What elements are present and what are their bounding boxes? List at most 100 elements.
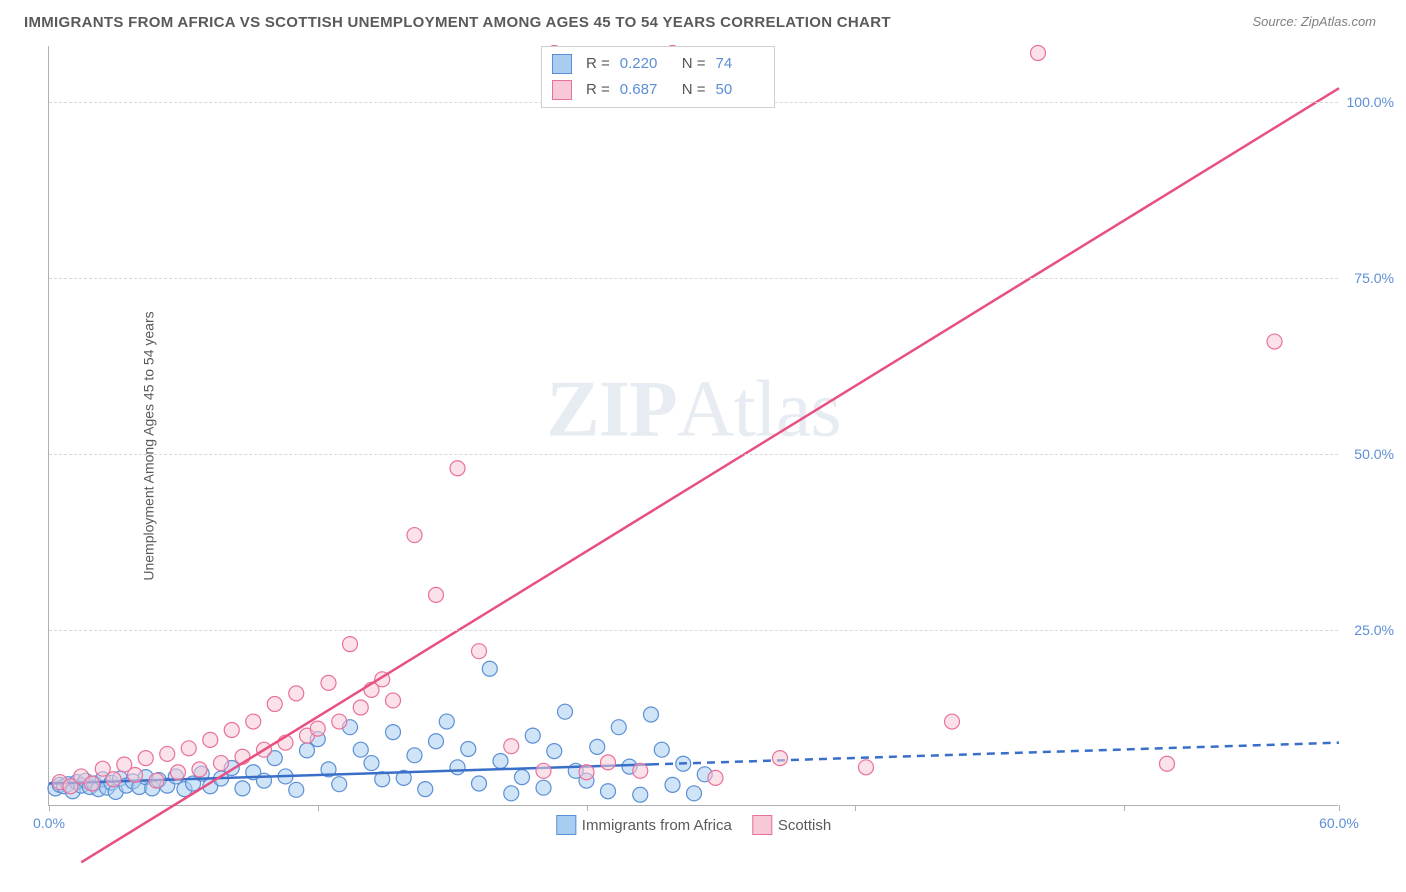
data-point xyxy=(633,763,648,778)
data-point xyxy=(590,739,605,754)
data-point xyxy=(224,723,239,738)
legend-stats: R = 0.220 N = 74 R = 0.687 N = 50 xyxy=(541,46,775,108)
n-label: N = xyxy=(682,51,706,77)
x-tick-label: 60.0% xyxy=(1319,815,1359,831)
data-point xyxy=(203,732,218,747)
legend-stat-row: R = 0.687 N = 50 xyxy=(552,77,764,103)
data-point xyxy=(482,661,497,676)
data-point xyxy=(386,725,401,740)
data-point xyxy=(515,770,530,785)
data-point xyxy=(321,675,336,690)
data-point xyxy=(332,777,347,792)
header-row: IMMIGRANTS FROM AFRICA VS SCOTTISH UNEMP… xyxy=(10,10,1396,31)
data-point xyxy=(439,714,454,729)
x-tick xyxy=(587,805,588,811)
data-point xyxy=(601,784,616,799)
data-point xyxy=(504,739,519,754)
data-point xyxy=(106,772,121,787)
grid-line xyxy=(49,630,1338,631)
trend-line-dashed xyxy=(651,743,1339,765)
data-point xyxy=(235,781,250,796)
data-point xyxy=(945,714,960,729)
data-point xyxy=(611,720,626,735)
data-point xyxy=(343,637,358,652)
legend-stat-row: R = 0.220 N = 74 xyxy=(552,51,764,77)
n-value: 50 xyxy=(716,77,764,103)
data-point xyxy=(429,587,444,602)
data-point xyxy=(289,782,304,797)
data-point xyxy=(547,744,562,759)
plot-wrap: ZIPAtlas R =0.220N =74R =0.687N =50 Immi… xyxy=(48,46,1378,836)
data-point xyxy=(171,765,186,780)
data-point xyxy=(332,714,347,729)
data-point xyxy=(214,756,229,771)
data-point xyxy=(472,644,487,659)
grid-line xyxy=(49,454,1338,455)
data-point xyxy=(353,742,368,757)
r-value: 0.220 xyxy=(620,51,668,77)
data-point xyxy=(128,768,143,783)
data-point xyxy=(353,700,368,715)
x-tick xyxy=(318,805,319,811)
data-point xyxy=(300,743,315,758)
y-tick-label: 50.0% xyxy=(1344,446,1394,462)
y-tick-label: 100.0% xyxy=(1344,94,1394,110)
legend-bottom: Immigrants from Africa Scottish xyxy=(556,815,831,835)
r-label: R = xyxy=(586,77,610,103)
x-tick xyxy=(1124,805,1125,811)
x-tick xyxy=(855,805,856,811)
data-point xyxy=(525,728,540,743)
x-tick xyxy=(1339,805,1340,811)
data-point xyxy=(687,786,702,801)
legend-item: Scottish xyxy=(752,815,831,835)
data-point xyxy=(1160,756,1175,771)
legend-swatch xyxy=(752,815,772,835)
grid-line xyxy=(49,278,1338,279)
data-point xyxy=(418,782,433,797)
data-point xyxy=(579,765,594,780)
y-tick-label: 75.0% xyxy=(1344,270,1394,286)
chart-container: IMMIGRANTS FROM AFRICA VS SCOTTISH UNEMP… xyxy=(0,0,1406,892)
data-point xyxy=(708,770,723,785)
data-point xyxy=(859,760,874,775)
chart-svg xyxy=(49,46,1338,805)
legend-swatch xyxy=(552,54,572,74)
data-point xyxy=(1267,334,1282,349)
x-tick xyxy=(49,805,50,811)
legend-swatch xyxy=(556,815,576,835)
data-point xyxy=(85,776,100,791)
data-point xyxy=(461,742,476,757)
r-value: 0.687 xyxy=(620,77,668,103)
data-point xyxy=(644,707,659,722)
legend-label: Immigrants from Africa xyxy=(582,817,732,834)
data-point xyxy=(536,780,551,795)
data-point xyxy=(181,741,196,756)
data-point xyxy=(407,748,422,763)
data-point xyxy=(504,786,519,801)
n-label: N = xyxy=(682,77,706,103)
data-point xyxy=(665,777,680,792)
data-point xyxy=(429,734,444,749)
data-point xyxy=(192,762,207,777)
legend-swatch xyxy=(552,80,572,100)
data-point xyxy=(773,751,788,766)
data-point xyxy=(386,693,401,708)
n-value: 74 xyxy=(716,51,764,77)
legend-label: Scottish xyxy=(778,817,831,834)
chart-title: IMMIGRANTS FROM AFRICA VS SCOTTISH UNEMP… xyxy=(24,14,891,31)
data-point xyxy=(310,721,325,736)
source-label: Source: ZipAtlas.com xyxy=(1252,14,1376,29)
y-tick-label: 25.0% xyxy=(1344,622,1394,638)
data-point xyxy=(450,461,465,476)
r-label: R = xyxy=(586,51,610,77)
data-point xyxy=(450,760,465,775)
data-point xyxy=(654,742,669,757)
data-point xyxy=(558,704,573,719)
trend-line xyxy=(81,88,1339,862)
data-point xyxy=(149,773,164,788)
data-point xyxy=(472,776,487,791)
legend-item: Immigrants from Africa xyxy=(556,815,732,835)
data-point xyxy=(289,686,304,701)
plot-area: ZIPAtlas R =0.220N =74R =0.687N =50 Immi… xyxy=(48,46,1338,806)
data-point xyxy=(138,751,153,766)
